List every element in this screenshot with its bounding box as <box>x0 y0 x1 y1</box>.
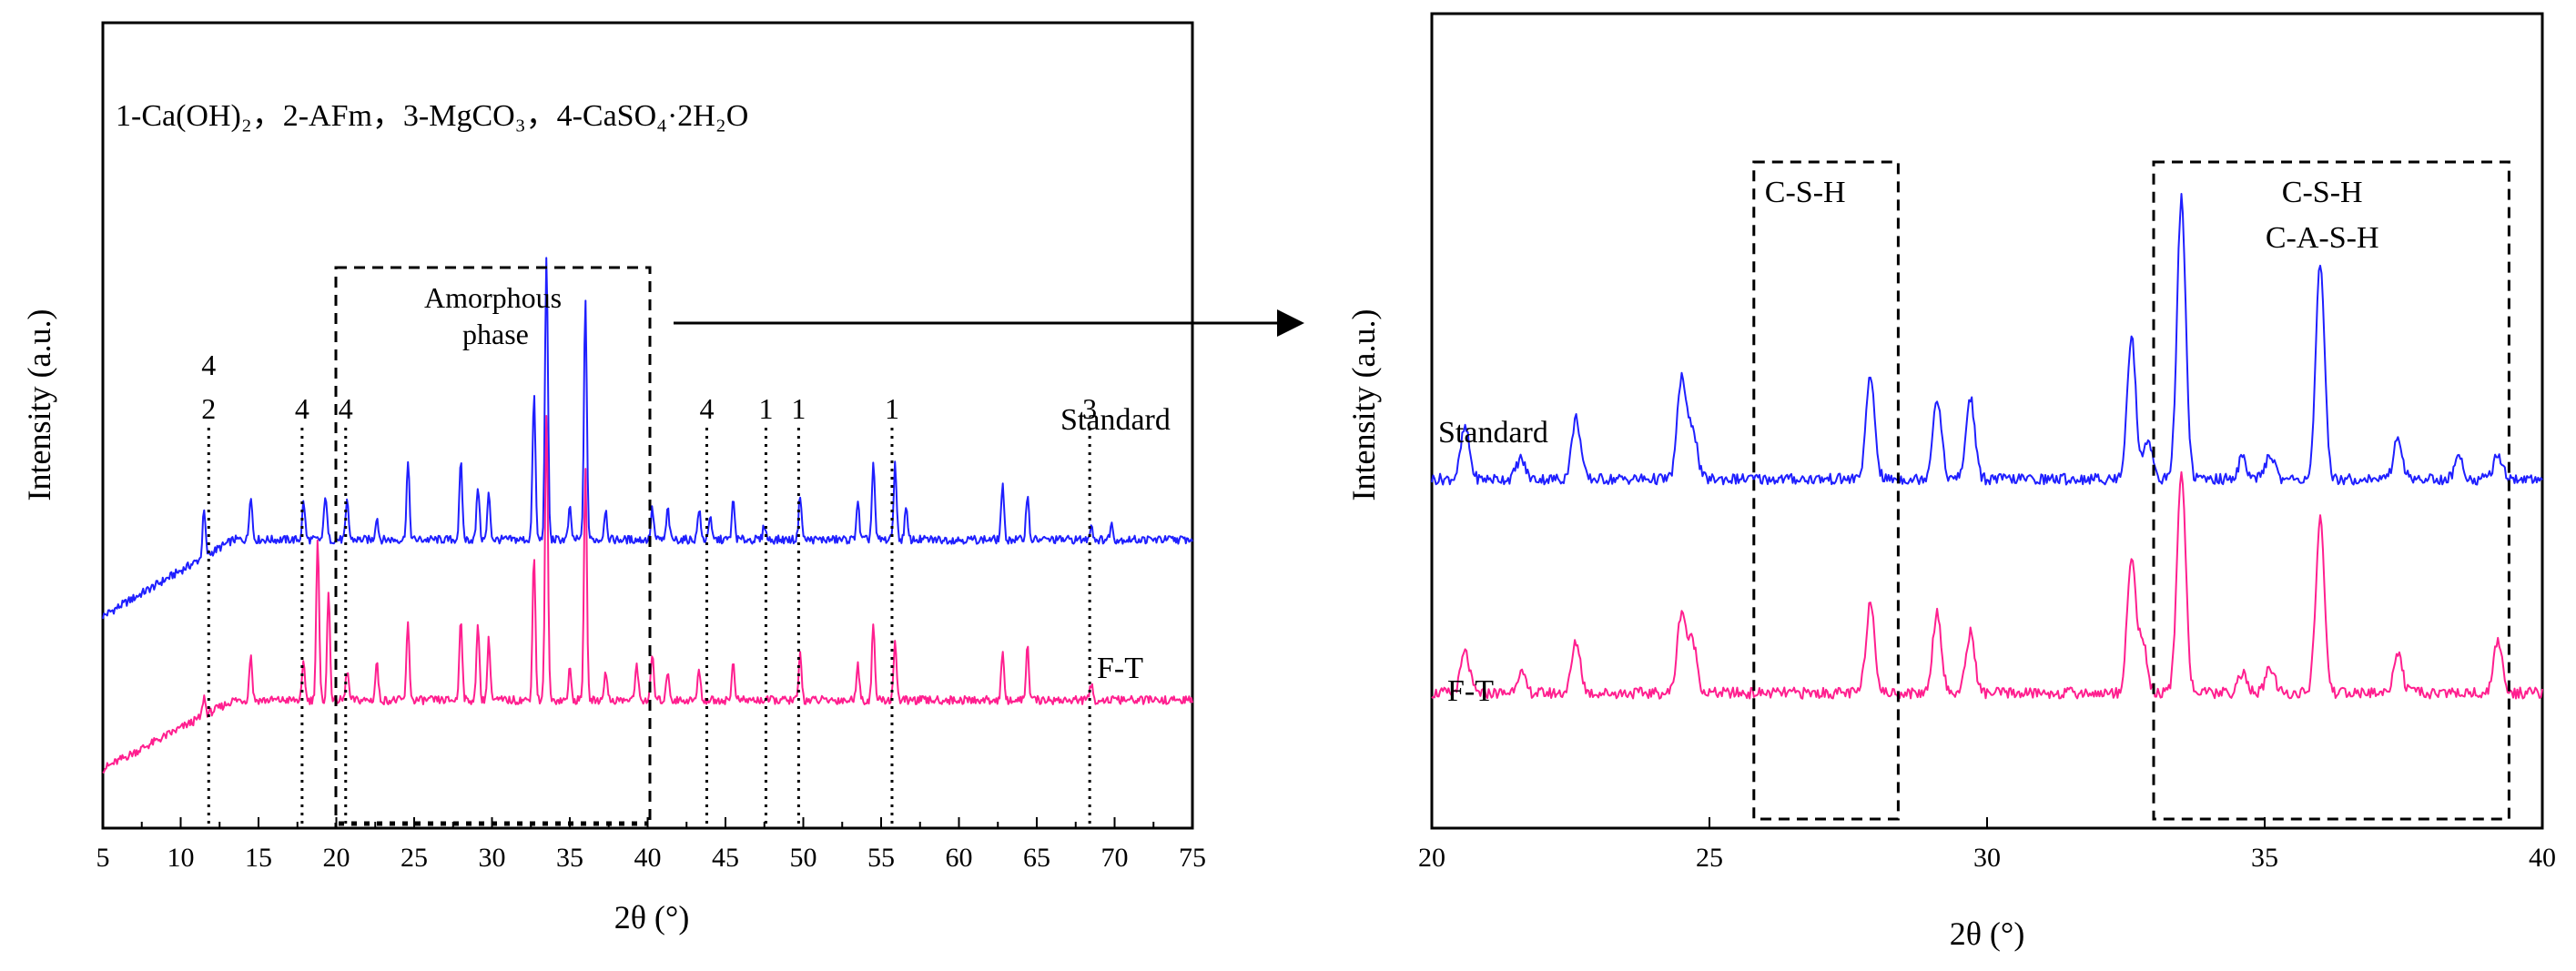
x-tick-label: 40 <box>2529 843 2556 873</box>
series-line-f-t <box>1431 470 2543 700</box>
x-tick-label: 10 <box>167 843 195 873</box>
right-series-group <box>1431 193 2543 700</box>
x-tick-label: 25 <box>1696 843 1723 873</box>
x-tick-label: 25 <box>401 843 428 873</box>
left-phase-markers: 42 4 4 4 1 1 1 3 <box>201 349 1097 826</box>
x-tick-label: 35 <box>2251 843 2278 873</box>
series-line-standard <box>1431 193 2543 486</box>
phase-marker-label: 4 <box>295 392 309 425</box>
x-tick-label: 30 <box>479 843 506 873</box>
x-tick-label: 55 <box>867 843 895 873</box>
x-tick-label: 70 <box>1101 843 1129 873</box>
x-tick-label: 20 <box>1418 843 1445 873</box>
phase-marker-label: 2 <box>201 392 216 425</box>
left-chart: 5 10 15 20 25 30 35 40 45 50 55 60 65 70 75 42 4 4 4 1 1 1 3 … <box>21 21 1206 936</box>
region-label: C-S-H <box>2282 176 2363 209</box>
right-label-ft: F-T <box>1447 674 1494 708</box>
region-label: C-S-H <box>1765 176 1846 209</box>
right-x-axis-label: 2θ (°) <box>1950 915 2025 952</box>
phase-marker-label: 4 <box>339 392 353 425</box>
right-y-axis-label: Intensity (a.u.) <box>1345 309 1382 501</box>
x-tick-label: 5 <box>96 843 110 873</box>
phase-marker-label: 1 <box>758 392 773 425</box>
left-series-group <box>102 257 1193 774</box>
series-line-standard <box>102 257 1193 620</box>
right-x-ticks: 20 25 30 35 40 <box>1418 817 2556 873</box>
x-tick-label: 20 <box>323 843 350 873</box>
right-regions: C-S-H C-S-H C-A-S-H <box>1752 160 2510 821</box>
phase-marker-label: 1 <box>791 392 806 425</box>
amorphous-label-line1: Amorphous <box>424 281 562 314</box>
phase-legend-text: 1-Ca(OH)₂，2-AFm，3-MgCO₃，4-CaSO₄·2H₂O <box>116 99 748 133</box>
x-tick-label: 30 <box>1973 843 2001 873</box>
x-tick-label: 75 <box>1179 843 1206 873</box>
left-plot-frame <box>101 21 1194 830</box>
phase-marker-label: 3 <box>1082 392 1097 425</box>
phase-marker-label: 1 <box>885 392 899 425</box>
x-tick-label: 65 <box>1023 843 1050 873</box>
amorphous-phase-box <box>334 266 652 830</box>
region-label: C-A-S-H <box>2266 221 2379 255</box>
x-tick-label: 45 <box>712 843 739 873</box>
x-tick-label: 35 <box>556 843 583 873</box>
amorphous-label-line2: phase <box>462 318 529 350</box>
x-tick-label: 60 <box>946 843 973 873</box>
left-x-ticks: 5 10 15 20 25 30 35 40 45 50 55 60 65 70 75 <box>96 817 1206 873</box>
region-box-1 <box>1752 160 1900 821</box>
left-x-axis-label: 2θ (°) <box>614 899 690 936</box>
phase-marker-label: 4 <box>699 392 714 425</box>
right-plot-frame <box>1430 12 2544 830</box>
x-tick-label: 40 <box>634 843 662 873</box>
series-line-f-t <box>102 415 1193 774</box>
left-y-axis-label: Intensity (a.u.) <box>21 309 57 501</box>
right-chart: 20 25 30 35 40 C-S-H C-S-H C-A-S-H Standard F-… <box>1345 12 2556 952</box>
region-box-2 <box>2152 160 2510 821</box>
left-label-standard: Standard <box>1060 403 1171 437</box>
phase-marker-label: 4 <box>201 349 216 381</box>
left-label-ft: F-T <box>1097 652 1143 685</box>
x-tick-label: 15 <box>245 843 272 873</box>
right-label-standard: Standard <box>1438 416 1548 450</box>
x-tick-label: 50 <box>790 843 817 873</box>
